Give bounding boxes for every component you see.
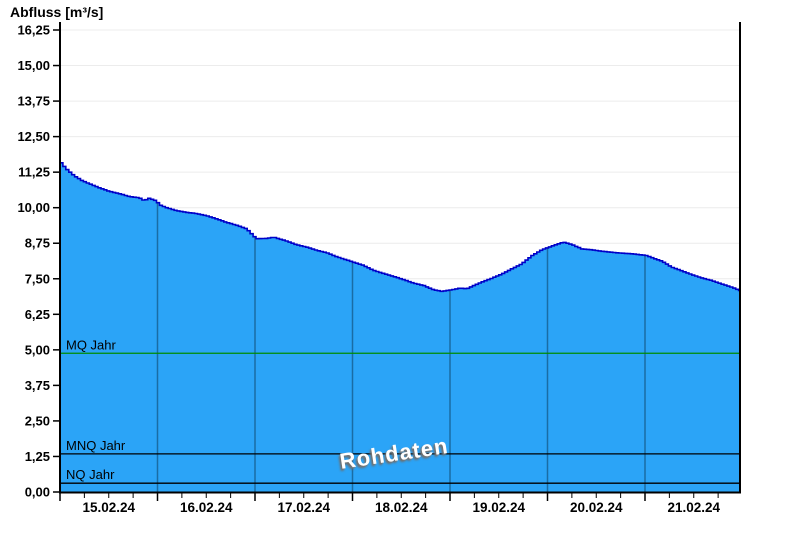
y-tick-label: 5,00 xyxy=(25,342,50,357)
x-date-label: 21.02.24 xyxy=(667,500,720,515)
y-tick-label: 2,50 xyxy=(25,413,50,428)
y-tick-label: 12,50 xyxy=(17,129,50,144)
y-tick-label: 3,75 xyxy=(25,378,50,393)
discharge-line xyxy=(60,162,740,293)
reference-line-label: NQ Jahr xyxy=(66,467,115,482)
y-tick-label: 11,25 xyxy=(18,165,50,180)
y-tick-label: 8,75 xyxy=(25,236,50,251)
reference-line-label: MQ Jahr xyxy=(66,337,117,352)
x-date-label: 15.02.24 xyxy=(82,500,135,515)
x-date-label: 20.02.24 xyxy=(570,500,623,515)
y-tick-label: 1,25 xyxy=(25,449,50,464)
reference-line-label: MNQ Jahr xyxy=(66,438,126,453)
y-tick-label: 16,25 xyxy=(17,23,50,38)
y-tick-label: 10,00 xyxy=(17,200,50,215)
x-date-label: 19.02.24 xyxy=(472,500,525,515)
y-tick-label: 15,00 xyxy=(17,58,50,73)
y-tick-label: 7,50 xyxy=(25,271,50,286)
x-date-label: 17.02.24 xyxy=(277,500,330,515)
y-tick-label: 0,00 xyxy=(25,485,50,500)
discharge-area-fill xyxy=(60,162,740,494)
y-tick-label: 13,75 xyxy=(17,94,50,109)
chart-title: Abfluss [m³/s] xyxy=(10,4,104,20)
y-tick-label: 6,25 xyxy=(25,307,50,322)
x-date-label: 18.02.24 xyxy=(375,500,428,515)
x-date-label: 16.02.24 xyxy=(180,500,233,515)
